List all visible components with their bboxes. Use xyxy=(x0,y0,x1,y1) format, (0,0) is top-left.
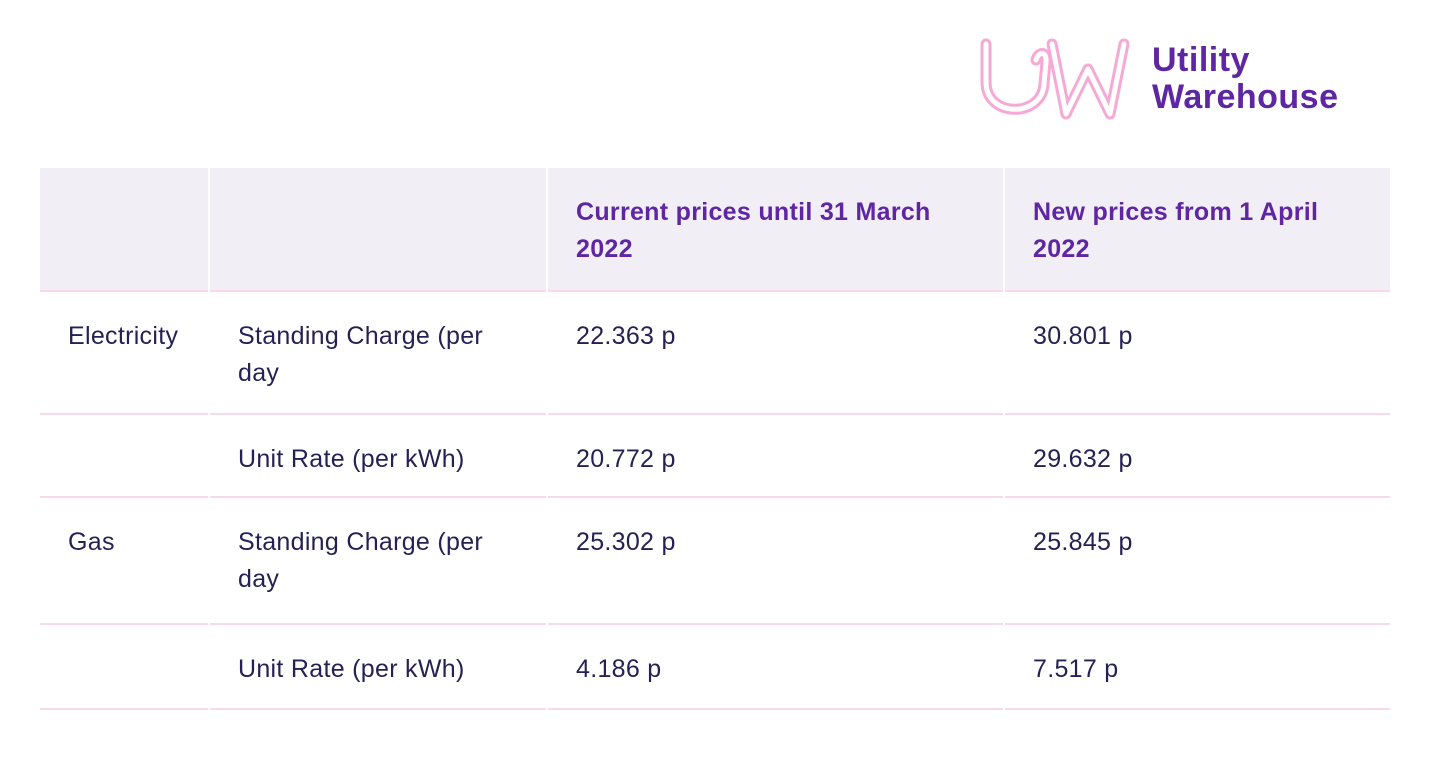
header-fuel-empty xyxy=(40,168,208,292)
cell-current-price: 22.363 p xyxy=(548,292,1003,415)
cell-current-price: 25.302 p xyxy=(548,498,1003,625)
cell-new-price: 25.845 p xyxy=(1005,498,1390,625)
cell-new-price: 7.517 p xyxy=(1005,625,1390,710)
cell-fuel-type: Electricity xyxy=(40,292,208,415)
cell-new-price: 29.632 p xyxy=(1005,415,1390,498)
cell-fuel-type: Gas xyxy=(40,498,208,625)
uw-monogram-icon xyxy=(980,38,1130,120)
cell-charge-type: Unit Rate (per kWh) xyxy=(210,415,546,498)
brand-line-1: Utility xyxy=(1152,41,1250,79)
uw-logo: Utility Warehouse xyxy=(978,30,1339,122)
cell-current-price: 4.186 p xyxy=(548,625,1003,710)
brand-line-2: Warehouse xyxy=(1152,78,1339,116)
cell-charge-type: Unit Rate (per kWh) xyxy=(210,625,546,710)
cell-charge-type: Standing Charge (per day xyxy=(210,292,546,415)
brand-wordmark: Utility Warehouse xyxy=(1152,42,1339,116)
header-new-prices: New prices from 1 April 2022 xyxy=(1005,168,1390,292)
cell-new-price: 30.801 p xyxy=(1005,292,1390,415)
cell-fuel-type xyxy=(40,625,208,710)
header-charge-empty xyxy=(210,168,546,292)
cell-current-price: 20.772 p xyxy=(548,415,1003,498)
header-current-prices: Current prices until 31 March 2022 xyxy=(548,168,1003,292)
pricing-table: Current prices until 31 March 2022 New p… xyxy=(40,168,1390,710)
cell-fuel-type xyxy=(40,415,208,498)
cell-charge-type: Standing Charge (per day xyxy=(210,498,546,625)
